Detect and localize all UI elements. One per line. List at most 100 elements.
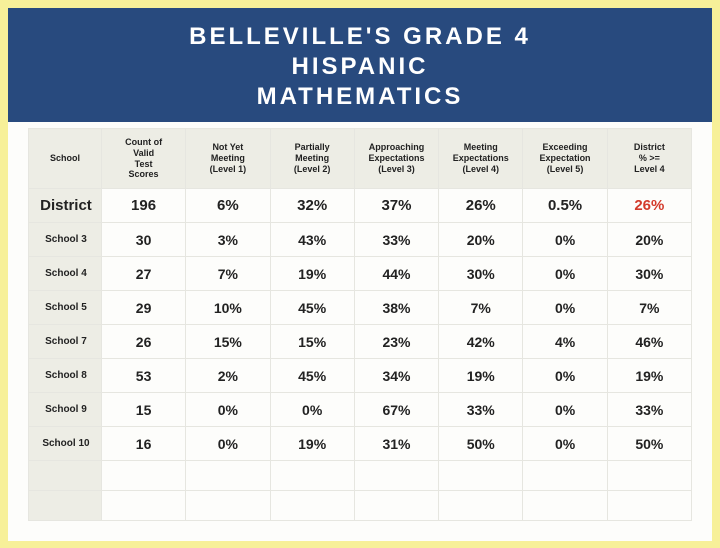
- cell-empty: [607, 491, 691, 521]
- cell: 30%: [439, 257, 523, 291]
- table-row: School 9150%0%67%33%0%33%: [29, 393, 692, 427]
- row-label: School 4: [29, 257, 102, 291]
- cell-empty: [354, 491, 438, 521]
- cell: 53: [101, 359, 185, 393]
- cell: 0%: [523, 427, 607, 461]
- cell-empty: [523, 491, 607, 521]
- cell: 0%: [270, 393, 354, 427]
- row-label: School 7: [29, 325, 102, 359]
- cell: 37%: [354, 189, 438, 223]
- cell: 34%: [354, 359, 438, 393]
- cell: 42%: [439, 325, 523, 359]
- row-label: School 8: [29, 359, 102, 393]
- cell: 19%: [270, 427, 354, 461]
- row-label: School 3: [29, 223, 102, 257]
- table-row: District1966%32%37%26%0.5%26%: [29, 189, 692, 223]
- row-label: School 9: [29, 393, 102, 427]
- cell: 7%: [439, 291, 523, 325]
- scores-table: SchoolCount ofValidTestScoresNot YetMeet…: [28, 128, 692, 521]
- table-row: School 72615%15%23%42%4%46%: [29, 325, 692, 359]
- title-header: BELLEVILLE'S GRADE 4 HISPANIC MATHEMATIC…: [8, 8, 712, 122]
- title-line-3: MATHEMATICS: [257, 83, 464, 110]
- cell-empty: [186, 491, 270, 521]
- title-line-2: HISPANIC: [292, 53, 429, 80]
- cell: 19%: [270, 257, 354, 291]
- cell: 0.5%: [523, 189, 607, 223]
- cell: 26%: [607, 189, 691, 223]
- cell: 0%: [523, 257, 607, 291]
- cell: 2%: [186, 359, 270, 393]
- col-header-3: PartiallyMeeting(Level 2): [270, 129, 354, 189]
- cell: 26%: [439, 189, 523, 223]
- cell: 45%: [270, 291, 354, 325]
- cell: 7%: [607, 291, 691, 325]
- cell: 4%: [523, 325, 607, 359]
- col-header-2: Not YetMeeting(Level 1): [186, 129, 270, 189]
- cell: 33%: [439, 393, 523, 427]
- cell-empty: [354, 461, 438, 491]
- col-header-6: ExceedingExpectation(Level 5): [523, 129, 607, 189]
- table-row-empty: [29, 491, 692, 521]
- col-header-0: School: [29, 129, 102, 189]
- cell-empty: [439, 461, 523, 491]
- cell: 27: [101, 257, 185, 291]
- table-row-empty: [29, 461, 692, 491]
- cell: 0%: [523, 223, 607, 257]
- cell: 45%: [270, 359, 354, 393]
- cell: 0%: [186, 427, 270, 461]
- cell: 31%: [354, 427, 438, 461]
- cell: 0%: [523, 393, 607, 427]
- table-row: School 8532%45%34%19%0%19%: [29, 359, 692, 393]
- cell: 7%: [186, 257, 270, 291]
- cell: 16: [101, 427, 185, 461]
- cell-empty: [523, 461, 607, 491]
- cell-empty: [439, 491, 523, 521]
- cell: 3%: [186, 223, 270, 257]
- cell: 0%: [186, 393, 270, 427]
- row-label: District: [29, 189, 102, 223]
- cell-empty: [270, 461, 354, 491]
- cell: 67%: [354, 393, 438, 427]
- cell: 29: [101, 291, 185, 325]
- row-label: School 5: [29, 291, 102, 325]
- cell: 0%: [523, 359, 607, 393]
- cell: 33%: [607, 393, 691, 427]
- col-header-5: MeetingExpectations(Level 4): [439, 129, 523, 189]
- page-title: BELLEVILLE'S GRADE 4 HISPANIC MATHEMATIC…: [18, 22, 702, 112]
- cell-empty: [29, 461, 102, 491]
- col-header-7: District% >=Level 4: [607, 129, 691, 189]
- table-body: District1966%32%37%26%0.5%26%School 3303…: [29, 189, 692, 521]
- table-row: School 3303%43%33%20%0%20%: [29, 223, 692, 257]
- cell: 30: [101, 223, 185, 257]
- cell: 43%: [270, 223, 354, 257]
- cell-empty: [101, 461, 185, 491]
- cell: 196: [101, 189, 185, 223]
- cell-empty: [101, 491, 185, 521]
- cell: 30%: [607, 257, 691, 291]
- cell: 32%: [270, 189, 354, 223]
- cell: 15%: [186, 325, 270, 359]
- cell: 33%: [354, 223, 438, 257]
- cell-empty: [270, 491, 354, 521]
- content-area: SchoolCount ofValidTestScoresNot YetMeet…: [8, 122, 712, 541]
- cell: 15: [101, 393, 185, 427]
- cell-empty: [29, 491, 102, 521]
- row-label: School 10: [29, 427, 102, 461]
- title-line-1: BELLEVILLE'S GRADE 4: [189, 23, 531, 50]
- col-header-4: ApproachingExpectations(Level 3): [354, 129, 438, 189]
- table-row: School 4277%19%44%30%0%30%: [29, 257, 692, 291]
- cell: 15%: [270, 325, 354, 359]
- cell: 20%: [439, 223, 523, 257]
- cell: 20%: [607, 223, 691, 257]
- cell: 26: [101, 325, 185, 359]
- cell: 19%: [607, 359, 691, 393]
- cell-empty: [186, 461, 270, 491]
- cell: 50%: [439, 427, 523, 461]
- cell: 0%: [523, 291, 607, 325]
- cell: 6%: [186, 189, 270, 223]
- table-header: SchoolCount ofValidTestScoresNot YetMeet…: [29, 129, 692, 189]
- cell: 46%: [607, 325, 691, 359]
- cell: 10%: [186, 291, 270, 325]
- cell: 19%: [439, 359, 523, 393]
- cell: 23%: [354, 325, 438, 359]
